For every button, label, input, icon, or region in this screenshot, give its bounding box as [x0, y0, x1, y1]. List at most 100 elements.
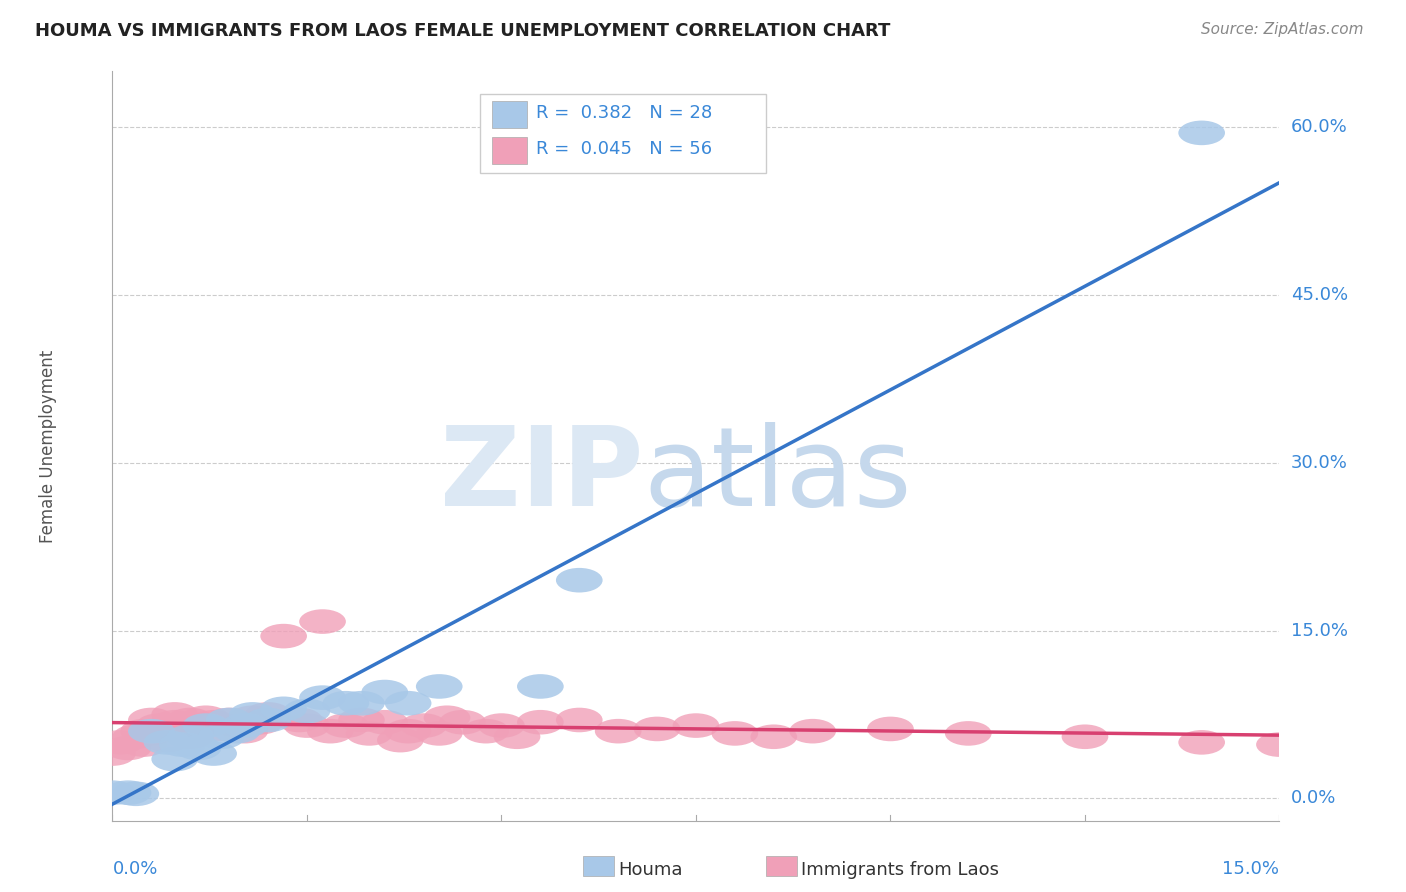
Ellipse shape: [555, 568, 603, 592]
Ellipse shape: [136, 714, 183, 738]
Text: Immigrants from Laos: Immigrants from Laos: [801, 861, 1000, 879]
Ellipse shape: [152, 702, 198, 727]
Ellipse shape: [214, 714, 260, 738]
Ellipse shape: [214, 719, 260, 743]
Ellipse shape: [152, 710, 198, 734]
Ellipse shape: [112, 724, 159, 749]
Ellipse shape: [517, 674, 564, 698]
Ellipse shape: [595, 719, 641, 743]
Ellipse shape: [89, 780, 136, 805]
Ellipse shape: [751, 724, 797, 749]
Ellipse shape: [416, 721, 463, 746]
Ellipse shape: [789, 719, 837, 743]
Ellipse shape: [439, 710, 486, 734]
Ellipse shape: [229, 702, 276, 727]
Ellipse shape: [555, 707, 603, 732]
Ellipse shape: [174, 714, 221, 738]
Ellipse shape: [229, 706, 276, 730]
Ellipse shape: [167, 707, 214, 732]
Ellipse shape: [221, 719, 269, 743]
Ellipse shape: [205, 707, 253, 732]
Text: atlas: atlas: [644, 423, 912, 530]
Text: Source: ZipAtlas.com: Source: ZipAtlas.com: [1201, 22, 1364, 37]
FancyBboxPatch shape: [492, 101, 527, 128]
Ellipse shape: [284, 714, 330, 738]
Ellipse shape: [517, 710, 564, 734]
Ellipse shape: [494, 724, 540, 749]
FancyBboxPatch shape: [492, 136, 527, 163]
Ellipse shape: [143, 728, 190, 753]
Text: 45.0%: 45.0%: [1291, 286, 1348, 304]
Ellipse shape: [322, 714, 370, 738]
Ellipse shape: [97, 730, 143, 755]
Ellipse shape: [198, 716, 245, 741]
Ellipse shape: [159, 719, 205, 743]
Ellipse shape: [423, 706, 471, 730]
Ellipse shape: [238, 710, 284, 734]
Ellipse shape: [183, 706, 229, 730]
Ellipse shape: [337, 707, 385, 732]
Ellipse shape: [205, 707, 253, 732]
FancyBboxPatch shape: [479, 94, 766, 172]
Ellipse shape: [377, 728, 423, 753]
Ellipse shape: [198, 724, 245, 749]
Ellipse shape: [401, 714, 447, 738]
Text: 30.0%: 30.0%: [1291, 454, 1347, 472]
Text: R =  0.382   N = 28: R = 0.382 N = 28: [536, 104, 713, 122]
Ellipse shape: [121, 719, 167, 743]
Text: Female Unemployment: Female Unemployment: [39, 350, 58, 542]
Ellipse shape: [1256, 732, 1303, 757]
Ellipse shape: [1178, 730, 1225, 755]
Ellipse shape: [945, 721, 991, 746]
Ellipse shape: [174, 736, 221, 760]
Ellipse shape: [711, 721, 758, 746]
Ellipse shape: [1062, 724, 1108, 749]
Ellipse shape: [104, 780, 152, 805]
Ellipse shape: [159, 732, 205, 757]
Ellipse shape: [260, 624, 307, 648]
Text: Houma: Houma: [619, 861, 683, 879]
Ellipse shape: [1178, 120, 1225, 145]
Ellipse shape: [385, 719, 432, 743]
Ellipse shape: [672, 714, 720, 738]
Text: ZIP: ZIP: [440, 423, 644, 530]
Ellipse shape: [121, 732, 167, 757]
Text: R =  0.045   N = 56: R = 0.045 N = 56: [536, 140, 713, 158]
Text: 0.0%: 0.0%: [1291, 789, 1336, 807]
Ellipse shape: [276, 707, 322, 732]
Ellipse shape: [307, 719, 354, 743]
Ellipse shape: [361, 680, 408, 705]
Ellipse shape: [299, 685, 346, 710]
Ellipse shape: [245, 702, 291, 727]
Ellipse shape: [478, 714, 524, 738]
Ellipse shape: [89, 741, 136, 766]
Ellipse shape: [190, 741, 238, 766]
Ellipse shape: [183, 714, 229, 738]
Ellipse shape: [152, 747, 198, 772]
Ellipse shape: [128, 707, 174, 732]
Ellipse shape: [167, 724, 214, 749]
Text: 0.0%: 0.0%: [112, 860, 157, 878]
Ellipse shape: [190, 710, 238, 734]
Ellipse shape: [260, 697, 307, 721]
Ellipse shape: [245, 707, 291, 732]
Text: 15.0%: 15.0%: [1222, 860, 1279, 878]
Ellipse shape: [337, 691, 385, 715]
Ellipse shape: [634, 716, 681, 741]
Ellipse shape: [416, 674, 463, 698]
Ellipse shape: [167, 724, 214, 749]
Ellipse shape: [346, 721, 392, 746]
Ellipse shape: [361, 710, 408, 734]
Ellipse shape: [112, 781, 159, 806]
Ellipse shape: [284, 698, 330, 723]
Ellipse shape: [299, 609, 346, 634]
Text: HOUMA VS IMMIGRANTS FROM LAOS FEMALE UNEMPLOYMENT CORRELATION CHART: HOUMA VS IMMIGRANTS FROM LAOS FEMALE UNE…: [35, 22, 890, 40]
Ellipse shape: [104, 736, 152, 760]
Ellipse shape: [221, 714, 269, 738]
Text: 15.0%: 15.0%: [1291, 622, 1347, 640]
Ellipse shape: [322, 691, 370, 715]
Ellipse shape: [385, 691, 432, 715]
Ellipse shape: [143, 730, 190, 755]
Ellipse shape: [868, 716, 914, 741]
Ellipse shape: [463, 719, 509, 743]
